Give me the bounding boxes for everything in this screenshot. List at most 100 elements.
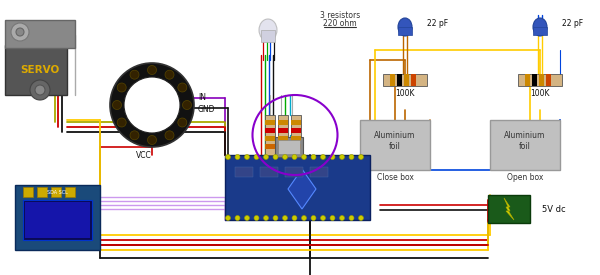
FancyBboxPatch shape [275, 137, 303, 157]
Text: SERVO: SERVO [20, 65, 59, 75]
Text: 100K: 100K [530, 89, 550, 98]
Circle shape [182, 100, 191, 109]
Polygon shape [288, 169, 316, 209]
Bar [533, 27, 547, 35]
FancyBboxPatch shape [65, 187, 75, 197]
Ellipse shape [398, 18, 412, 36]
FancyBboxPatch shape [265, 120, 275, 125]
FancyBboxPatch shape [532, 74, 537, 86]
Circle shape [165, 131, 174, 140]
Circle shape [359, 216, 364, 221]
Circle shape [302, 216, 307, 221]
Circle shape [330, 155, 335, 159]
FancyBboxPatch shape [23, 200, 92, 240]
Circle shape [124, 77, 180, 133]
Circle shape [165, 70, 174, 79]
Circle shape [245, 155, 250, 159]
Circle shape [235, 216, 240, 221]
Circle shape [16, 28, 24, 36]
Ellipse shape [533, 18, 547, 36]
Circle shape [130, 131, 139, 140]
Circle shape [148, 65, 157, 75]
FancyBboxPatch shape [488, 195, 530, 223]
Circle shape [330, 216, 335, 221]
Circle shape [130, 70, 139, 79]
Circle shape [340, 155, 344, 159]
Circle shape [359, 155, 364, 159]
Circle shape [178, 83, 187, 92]
FancyBboxPatch shape [285, 167, 303, 177]
Circle shape [245, 216, 250, 221]
Circle shape [340, 216, 344, 221]
Text: IN: IN [198, 94, 206, 103]
FancyBboxPatch shape [225, 155, 370, 220]
FancyBboxPatch shape [404, 74, 409, 86]
FancyBboxPatch shape [278, 115, 288, 155]
FancyBboxPatch shape [383, 74, 427, 86]
FancyBboxPatch shape [278, 136, 288, 141]
FancyBboxPatch shape [490, 120, 560, 170]
Circle shape [11, 23, 29, 41]
Circle shape [235, 155, 240, 159]
Circle shape [273, 216, 278, 221]
Circle shape [226, 155, 230, 159]
FancyBboxPatch shape [23, 187, 33, 197]
FancyBboxPatch shape [278, 120, 288, 125]
FancyBboxPatch shape [278, 128, 288, 133]
Bar [398, 27, 412, 35]
FancyBboxPatch shape [25, 202, 90, 238]
FancyBboxPatch shape [15, 185, 100, 250]
Circle shape [320, 216, 325, 221]
FancyBboxPatch shape [278, 144, 288, 149]
Circle shape [263, 216, 269, 221]
FancyBboxPatch shape [310, 167, 328, 177]
Text: 22 pF: 22 pF [427, 18, 448, 28]
FancyBboxPatch shape [5, 45, 67, 95]
FancyBboxPatch shape [518, 74, 562, 86]
Circle shape [113, 100, 121, 109]
Text: Aluminium
foil: Aluminium foil [374, 131, 416, 151]
FancyBboxPatch shape [291, 136, 301, 141]
Text: Close box: Close box [377, 174, 413, 183]
Circle shape [302, 155, 307, 159]
FancyBboxPatch shape [539, 74, 544, 86]
Circle shape [178, 118, 187, 127]
Ellipse shape [259, 19, 277, 41]
FancyBboxPatch shape [390, 74, 395, 86]
Text: 100K: 100K [395, 89, 415, 98]
Circle shape [320, 155, 325, 159]
Circle shape [283, 155, 287, 159]
Circle shape [273, 155, 278, 159]
FancyBboxPatch shape [291, 120, 301, 125]
Circle shape [311, 216, 316, 221]
Circle shape [283, 216, 287, 221]
Text: SDA SCL: SDA SCL [47, 191, 67, 196]
FancyBboxPatch shape [360, 120, 430, 170]
FancyBboxPatch shape [546, 74, 551, 86]
Text: 5V dc: 5V dc [542, 205, 566, 213]
FancyBboxPatch shape [397, 74, 402, 86]
Circle shape [117, 83, 126, 92]
FancyBboxPatch shape [291, 128, 301, 133]
Circle shape [311, 155, 316, 159]
Circle shape [292, 155, 297, 159]
FancyBboxPatch shape [265, 128, 275, 133]
Text: 22 pF: 22 pF [562, 18, 583, 28]
FancyBboxPatch shape [265, 136, 275, 141]
FancyBboxPatch shape [411, 74, 416, 86]
FancyBboxPatch shape [51, 187, 61, 197]
Circle shape [117, 118, 126, 127]
FancyBboxPatch shape [265, 144, 275, 149]
Circle shape [254, 155, 259, 159]
FancyBboxPatch shape [260, 167, 278, 177]
Circle shape [292, 216, 297, 221]
Circle shape [263, 155, 269, 159]
Circle shape [254, 216, 259, 221]
Text: Open box: Open box [507, 174, 543, 183]
Text: VCC: VCC [136, 150, 152, 160]
FancyBboxPatch shape [291, 115, 301, 155]
Text: 220 ohm: 220 ohm [323, 18, 357, 28]
Circle shape [349, 216, 354, 221]
Bar [261, 30, 275, 42]
FancyBboxPatch shape [291, 144, 301, 149]
